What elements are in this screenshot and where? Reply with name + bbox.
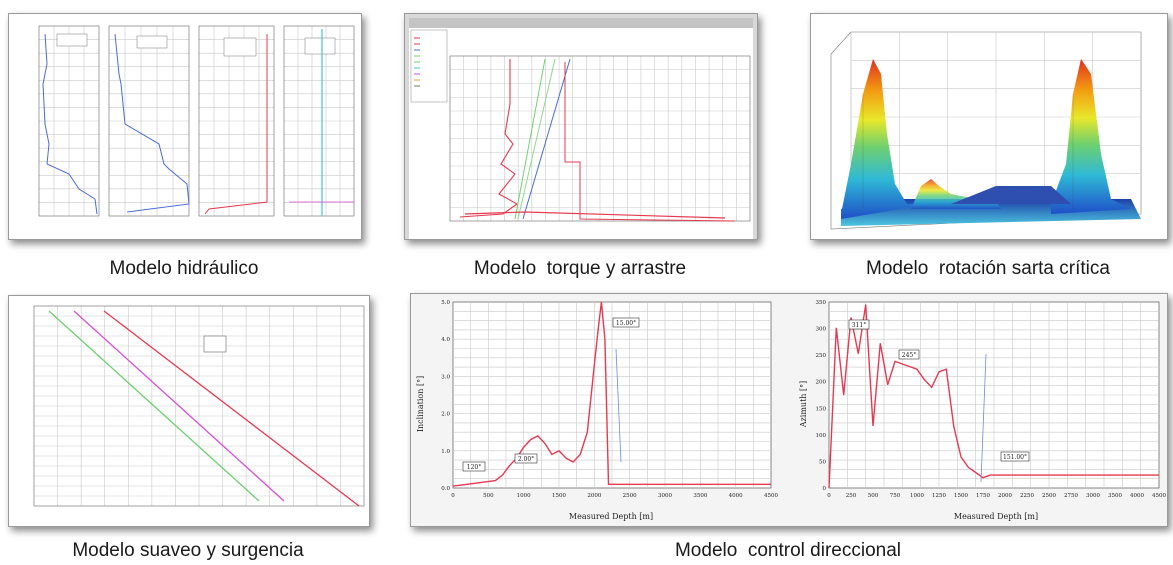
torque-drag-chart: [405, 14, 757, 239]
dir-right-xtick: 1000: [910, 493, 924, 499]
caption-hydraulic: Modelo hidráulico: [109, 258, 259, 279]
dir-right-xtick: 4000: [1130, 493, 1144, 499]
dir-left-xtick: 1500: [552, 493, 566, 499]
dir-left-xtick: 500: [483, 493, 494, 499]
directional-control-chart: 0.01.02.03.04.05.0 0 500 1000 1500 2000 2500 3…: [411, 294, 1167, 526]
rotation-model-panel: [810, 13, 1168, 240]
svg-text:311°: 311°: [852, 322, 866, 329]
svg-text:120°: 120°: [467, 464, 481, 471]
torque-red-step: [564, 62, 736, 222]
caption-rotation: Modelo rotación sarta crítica: [866, 258, 1110, 279]
dir-right-ytick: 250: [816, 353, 827, 359]
dir-right-ytick: 200: [816, 380, 827, 386]
svg-text:15.00°: 15.00°: [616, 320, 636, 327]
dir-right-xtick: 2250: [1020, 493, 1034, 499]
swab-red-line: [103, 310, 360, 507]
swab-green-line: [48, 310, 260, 502]
torque-red-spiky: [459, 59, 519, 218]
torque-red-base: [464, 211, 726, 219]
dir-right-xtick: 2000: [998, 493, 1012, 499]
torque-blue-line: [522, 58, 571, 220]
dir-right-xtick: 500: [868, 493, 879, 499]
torque-legend-swatches: [414, 37, 420, 87]
dir-right-ytick: 50: [819, 459, 826, 465]
dirR-callout-2: 245°: [898, 349, 920, 360]
dir-right-xtick: 3000: [1086, 493, 1100, 499]
hydraulic-curve-2: [114, 33, 190, 213]
dirL-xlabel: Measured Depth [m]: [569, 512, 653, 521]
dir-left-xtick: 0: [451, 493, 455, 499]
dirL-callout-3: 15.00°: [612, 317, 640, 328]
torque-drag-panel: [404, 13, 758, 240]
swab-surge-chart: [9, 296, 369, 526]
dir-left-xtick: 1000: [517, 493, 531, 499]
rotation-peak-right: [1051, 59, 1131, 214]
hydraulic-gridlines: [39, 26, 354, 216]
dirL-blue-guide: [615, 348, 622, 463]
dirL-callout-2: 2.00°: [514, 453, 538, 464]
torque-green-line-2: [517, 58, 556, 220]
caption-directional: Modelo control direccional: [674, 540, 901, 561]
dir-right-ytick: 350: [816, 300, 827, 306]
dirR-callout-1: 311°: [848, 319, 870, 330]
dir-left-xtick: 3500: [693, 493, 707, 499]
dir-left-ytick: 3.0: [441, 374, 450, 380]
svg-text:151.00°: 151.00°: [1003, 454, 1027, 461]
dir-left-ytick: 5.0: [441, 300, 450, 306]
torque-green-line: [514, 58, 546, 220]
svg-text:2.00°: 2.00°: [518, 456, 534, 463]
dir-right-xtick: 750: [890, 493, 901, 499]
swab-magenta-line: [73, 310, 285, 502]
swab-surge-panel: [8, 295, 370, 527]
dirR-ylabel: Azimuth [°]: [799, 381, 808, 428]
dir-right-xtick: 2750: [1064, 493, 1078, 499]
dir-left-ytick: 2.0: [441, 412, 450, 418]
hydraulic-curve-1: [42, 33, 98, 215]
dirL-ylabel: Inclination [°]: [416, 376, 425, 432]
dir-left-xtick: 2000: [587, 493, 601, 499]
dir-right-xtick: 4500: [1152, 493, 1166, 499]
dir-left-xtick: 4000: [729, 493, 743, 499]
dir-right-xtick: 1750: [976, 493, 990, 499]
hydraulic-model-chart: [9, 14, 361, 239]
dir-right-ytick: 0: [823, 486, 827, 492]
dir-right-ytick: 100: [816, 433, 827, 439]
hydraulic-model-panel: [8, 13, 362, 240]
caption-torque: Modelo torque y arrastre: [473, 258, 687, 279]
dir-left-ytick: 1.0: [441, 449, 450, 455]
dir-left-ytick: 4.0: [441, 337, 450, 343]
dir-right-xtick: 2500: [1042, 493, 1056, 499]
hydraulic-curve-3: [204, 34, 268, 215]
dir-right-xtick: 0: [827, 493, 831, 499]
rotation-peak-left: [841, 59, 931, 219]
dir-right-xtick: 1500: [954, 493, 968, 499]
dirR-xlabel: Measured Depth [m]: [954, 512, 1038, 521]
dir-left-ytick: 0.0: [441, 486, 450, 492]
dir-right-xtick: 1250: [932, 493, 946, 499]
directional-control-panel: 0.0 1.0 2.0 3.0 4.0 5.0 0 500 1000 1500 2000 2500 3…: [410, 293, 1168, 527]
rotation-surface-chart: [811, 14, 1167, 239]
dir-left-xtick: 4500: [764, 493, 778, 499]
dirR-blue-guide: [980, 353, 987, 483]
dir-left-xtick: 2500: [623, 493, 637, 499]
dir-right-xtick: 3500: [1108, 493, 1122, 499]
caption-swab: Modelo suaveo y surgencia: [72, 540, 304, 561]
svg-text:245°: 245°: [902, 352, 916, 359]
dirL-inclination-line: [452, 301, 771, 487]
dir-right-xtick: 250: [846, 493, 857, 499]
dirR-callout-3: 151.00°: [1000, 451, 1030, 462]
dir-left-xtick: 3000: [658, 493, 672, 499]
dir-right-ytick: 300: [816, 327, 827, 333]
dirR-azimuth-line: [828, 304, 1159, 489]
dir-right-ytick: 150: [816, 406, 827, 412]
dirL-callout-1: 120°: [462, 461, 486, 472]
